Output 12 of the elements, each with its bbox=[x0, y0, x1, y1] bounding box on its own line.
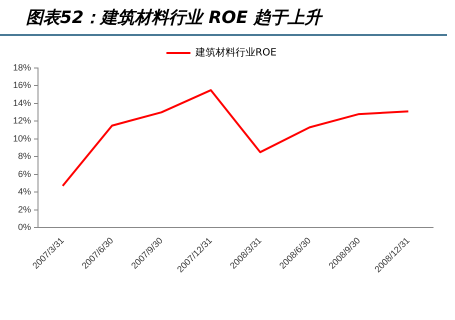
y-tick-label: 18% bbox=[13, 62, 32, 72]
y-tick-label: 16% bbox=[13, 80, 32, 90]
chart-title: 图表52：建筑材料行业 ROE 趋于上升 bbox=[26, 7, 322, 29]
y-tick-label: 14% bbox=[13, 98, 32, 108]
y-tick-label: 12% bbox=[13, 116, 32, 126]
y-tick-label: 6% bbox=[18, 168, 32, 179]
y-tick-label: 4% bbox=[18, 186, 32, 197]
legend-label: 建筑材料行业ROE bbox=[194, 46, 277, 59]
y-tick-label: 0% bbox=[18, 222, 32, 232]
y-tick-label: 8% bbox=[18, 151, 32, 162]
y-tick-label: 10% bbox=[13, 133, 32, 144]
y-tick-label: 2% bbox=[18, 204, 32, 214]
